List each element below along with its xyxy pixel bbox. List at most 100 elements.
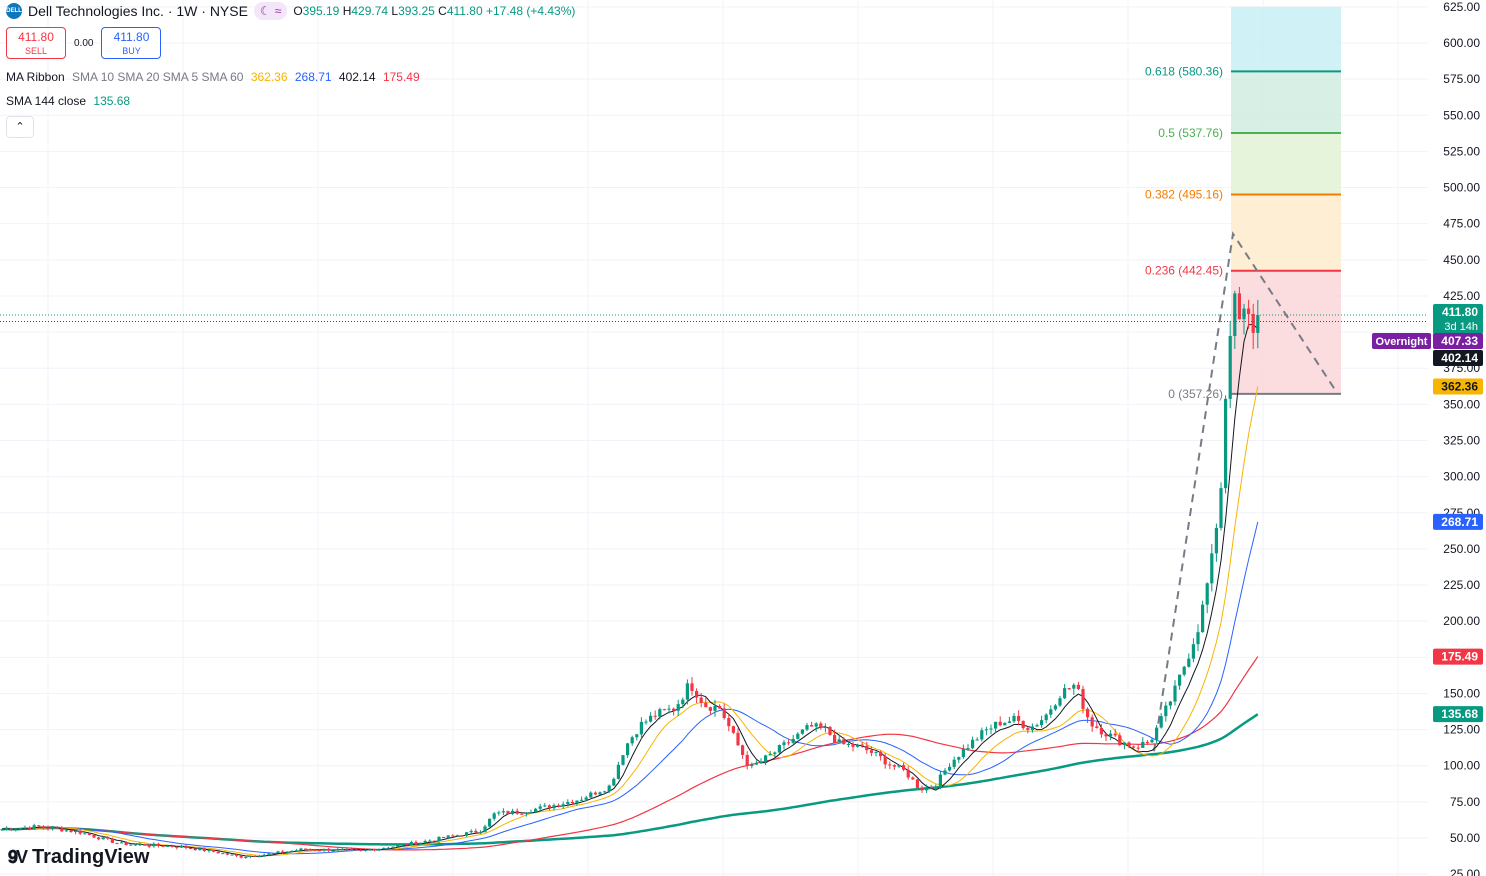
candle-body (1132, 746, 1136, 748)
candle-body (1040, 720, 1044, 726)
candle-body (1104, 734, 1108, 737)
symbol-title[interactable]: Dell Technologies Inc. · 1W · NYSE (28, 3, 248, 19)
price-tick-label: 50.00 (1450, 831, 1480, 845)
sell-button[interactable]: 411.80 SELL (6, 27, 66, 59)
fib-zone (1231, 270, 1341, 394)
fib-level-label: 0 (357.26) (1168, 387, 1223, 401)
candle-body (888, 764, 892, 766)
chart-grid (0, 0, 1428, 876)
candle-body (175, 846, 179, 848)
candle-body (1021, 720, 1025, 729)
price-tick-label: 475.00 (1443, 217, 1480, 231)
candle-body (929, 787, 933, 789)
candle-body (74, 830, 78, 832)
candle-body (235, 854, 239, 856)
price-tick-label: 25.00 (1450, 867, 1480, 876)
candle-body (980, 730, 984, 740)
candle-body (373, 849, 377, 851)
candle-body (1012, 715, 1016, 722)
wave-icon: ≈ (274, 4, 282, 18)
ma-ribbon-legend[interactable]: MA Ribbon SMA 10 SMA 20 SMA 5 SMA 60 362… (6, 70, 420, 84)
candle-body (304, 848, 308, 850)
buy-button[interactable]: 411.80 BUY (101, 27, 162, 59)
candle-body (1256, 315, 1260, 333)
candle-body (520, 813, 524, 815)
candle-body (957, 757, 961, 760)
candle-body (879, 751, 883, 757)
candle-body (1026, 728, 1030, 730)
candle-body (253, 855, 257, 857)
candle-body (676, 704, 680, 711)
price-tick-label: 500.00 (1443, 181, 1480, 195)
candle-body (276, 851, 280, 853)
candle-body (543, 805, 547, 807)
candle-body (851, 744, 855, 747)
candle-body (184, 846, 188, 849)
candle-body (129, 844, 133, 846)
candle-body (1228, 336, 1232, 399)
session-pill[interactable]: ☾ ≈ (253, 2, 288, 20)
price-change: +17.48 (+4.43%) (485, 4, 576, 18)
candle-body (773, 752, 777, 755)
candle-body (1058, 698, 1062, 706)
candle-body (796, 733, 800, 739)
fib-zone (1231, 194, 1341, 271)
candle-body (405, 844, 409, 846)
price-tick-label: 250.00 (1443, 542, 1480, 556)
candle-body (368, 849, 372, 851)
candle-body (616, 764, 620, 779)
candle-body (975, 739, 979, 741)
candle-body (138, 844, 142, 846)
candle-body (409, 842, 413, 846)
candle-body (419, 842, 423, 845)
candle-body (377, 848, 381, 851)
candle-body (626, 743, 630, 756)
candle-body (46, 827, 50, 829)
candle-body (658, 709, 662, 717)
candle-body (593, 792, 597, 795)
candle-body (653, 715, 657, 717)
candle-body (1053, 705, 1057, 710)
candle-body (290, 850, 294, 852)
price-tick-label: 600.00 (1443, 36, 1480, 50)
candle-body (1109, 733, 1113, 737)
fib-level-label: 0.236 (442.45) (1145, 264, 1223, 278)
candle-body (120, 842, 124, 844)
candle-body (501, 811, 505, 813)
candle-body (331, 850, 335, 852)
candle-body (363, 849, 367, 851)
candle-body (897, 765, 901, 767)
candle-body (718, 705, 722, 709)
candle-body (37, 825, 41, 827)
candle-body (391, 846, 395, 848)
candle-body (1113, 733, 1117, 736)
candle-body (1214, 527, 1218, 554)
candle-body (984, 729, 988, 731)
candle-body (327, 848, 331, 851)
candle-body (340, 849, 344, 851)
price-tick-label: 550.00 (1443, 108, 1480, 122)
price-label: 268.71 (1441, 515, 1478, 529)
candle-body (745, 754, 749, 767)
candle-body (708, 707, 712, 711)
candle-body (317, 850, 321, 852)
price-label-bg (1433, 378, 1483, 395)
candle-body (1136, 747, 1140, 749)
candle-body (511, 810, 515, 814)
sma144-legend[interactable]: SMA 144 close 135.68 (6, 94, 131, 108)
trade-panel: 411.80 SELL 0.00 411.80 BUY (6, 27, 162, 59)
chevron-up-icon[interactable]: ⌃ (6, 116, 34, 138)
candle-body (1099, 727, 1103, 735)
candle-body (741, 745, 745, 755)
price-tick-label: 350.00 (1443, 397, 1480, 411)
candle-body (777, 745, 781, 753)
candle-body (382, 848, 386, 850)
moving-averages (1, 323, 1259, 858)
candle-body (837, 739, 841, 743)
candle-body (570, 801, 574, 804)
candle-body (143, 844, 147, 846)
candle-body (106, 837, 110, 839)
candle-body (9, 828, 13, 831)
candle-body (271, 852, 275, 854)
